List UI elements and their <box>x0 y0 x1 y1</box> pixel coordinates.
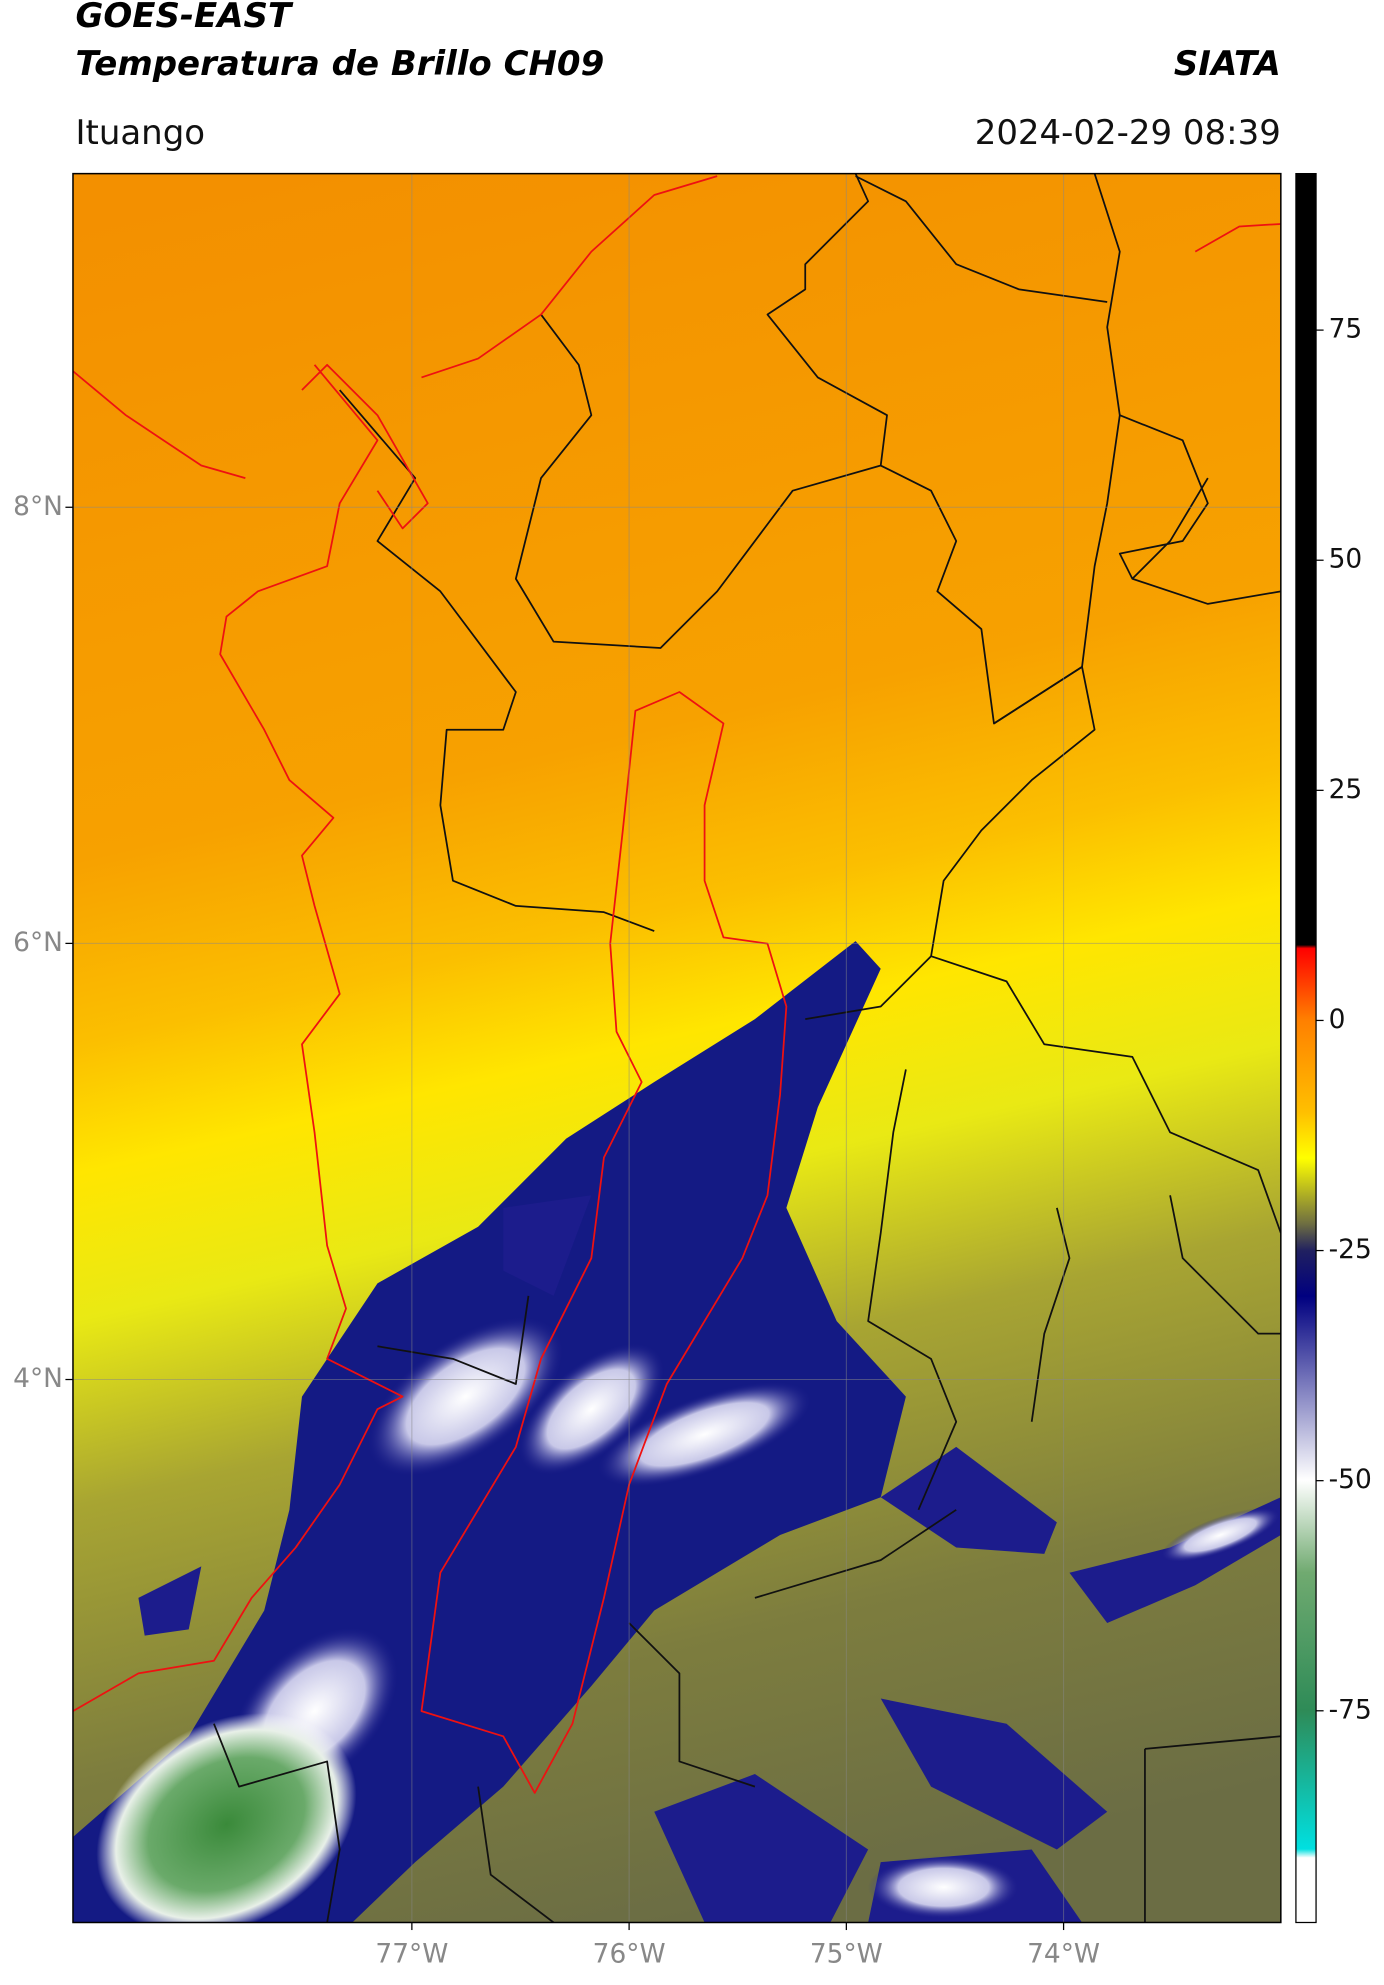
colorbar-tick-label: 50 <box>1329 544 1363 575</box>
subtitle: Temperatura de Brillo CH09 <box>75 44 604 84</box>
coastline <box>421 175 1281 379</box>
source: SIATA <box>1174 44 1281 84</box>
datetime: 2024-02-29 08:39 <box>975 113 1281 153</box>
map-image <box>72 173 1281 1923</box>
cloud-cells <box>138 1195 1281 1923</box>
boundary <box>805 665 1281 1234</box>
colorbar-tick-label: 25 <box>1329 774 1363 805</box>
location: Ituango <box>75 113 205 153</box>
x-tick-label: 75°W <box>810 1939 883 1970</box>
ituango-basin <box>420 691 788 1794</box>
x-tick-label: 76°W <box>593 1939 666 1970</box>
colorbar <box>1295 172 1317 1924</box>
cloud-core <box>1161 1507 1280 1563</box>
colorbar-tick-label: 0 <box>1329 1004 1346 1035</box>
colorbar-tick-label: -25 <box>1329 1234 1372 1265</box>
boundary <box>514 173 888 649</box>
x-tick-label: 74°W <box>1027 1939 1100 1970</box>
y-tick-label: 4°N <box>13 1363 63 1394</box>
cloud-core <box>518 1343 665 1476</box>
map-frame <box>72 172 1282 1924</box>
boundary <box>855 175 1281 605</box>
cloud-core <box>367 1316 564 1477</box>
colorbar-tick-label: -50 <box>1329 1464 1372 1495</box>
title: GOES-EAST <box>75 0 293 36</box>
boundary <box>213 1069 1281 1923</box>
cold-core <box>96 1713 357 1923</box>
colorbar-tick-label: 75 <box>1329 314 1363 345</box>
y-tick-label: 8°N <box>13 491 63 522</box>
cloud-core <box>868 1855 1020 1919</box>
y-tick-label: 6°N <box>13 927 63 958</box>
coastline <box>72 363 429 1712</box>
x-tick-label: 77°W <box>375 1939 448 1970</box>
grid <box>72 173 1281 1923</box>
cloud-core <box>597 1381 812 1487</box>
colorbar-tick-label: -75 <box>1329 1694 1372 1725</box>
